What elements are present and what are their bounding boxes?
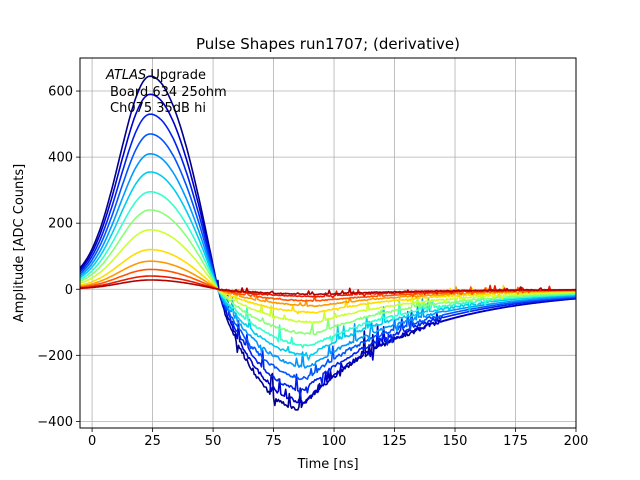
annotation-experiment: ATLAS Upgrade	[105, 68, 206, 83]
y-tick-label: −200	[37, 349, 73, 364]
y-tick-label: 400	[48, 151, 73, 166]
chart-title: Pulse Shapes run1707; (derivative)	[196, 35, 460, 53]
pulse-series-line	[79, 229, 576, 324]
pulse-series-line	[79, 113, 577, 398]
y-axis-label: Amplitude [ADC Counts]	[12, 164, 27, 322]
x-tick-label: 75	[265, 434, 282, 449]
annotation-board: Board 634 25ohm	[110, 85, 227, 100]
y-tick-label: 600	[48, 85, 73, 100]
annotation-experiment-rest: Upgrade	[146, 68, 206, 83]
x-tick-label: 175	[503, 434, 528, 449]
x-tick-label: 100	[322, 434, 347, 449]
annotation-experiment-italic: ATLAS	[105, 68, 146, 83]
x-tick-label: 200	[564, 434, 589, 449]
pulse-series-line	[80, 279, 576, 296]
annotation-channel: Ch075 35dB hi	[110, 101, 206, 116]
y-tick-label: 0	[65, 283, 73, 298]
x-tick-label: 50	[205, 434, 222, 449]
ticks: 0 25 50 75 100 125 150 175 200 −400 −200 0 200 400 600	[37, 85, 588, 449]
x-tick-label: 25	[144, 434, 161, 449]
plot-frame	[79, 57, 577, 429]
series-group	[79, 75, 577, 411]
x-axis-label: Time [ns]	[296, 457, 358, 472]
pulse-series-line	[79, 260, 576, 308]
pulse-series-line	[79, 133, 577, 381]
y-tick-label: −400	[37, 415, 73, 430]
x-tick-label: 125	[382, 434, 407, 449]
pulse-series-line	[79, 171, 576, 361]
pulse-series-line	[79, 248, 576, 315]
pulse-series-line	[79, 153, 577, 369]
y-tick-label: 200	[48, 217, 73, 232]
x-tick-label: 0	[88, 434, 96, 449]
pulse-series-line	[79, 191, 577, 349]
x-tick-label: 150	[443, 434, 468, 449]
